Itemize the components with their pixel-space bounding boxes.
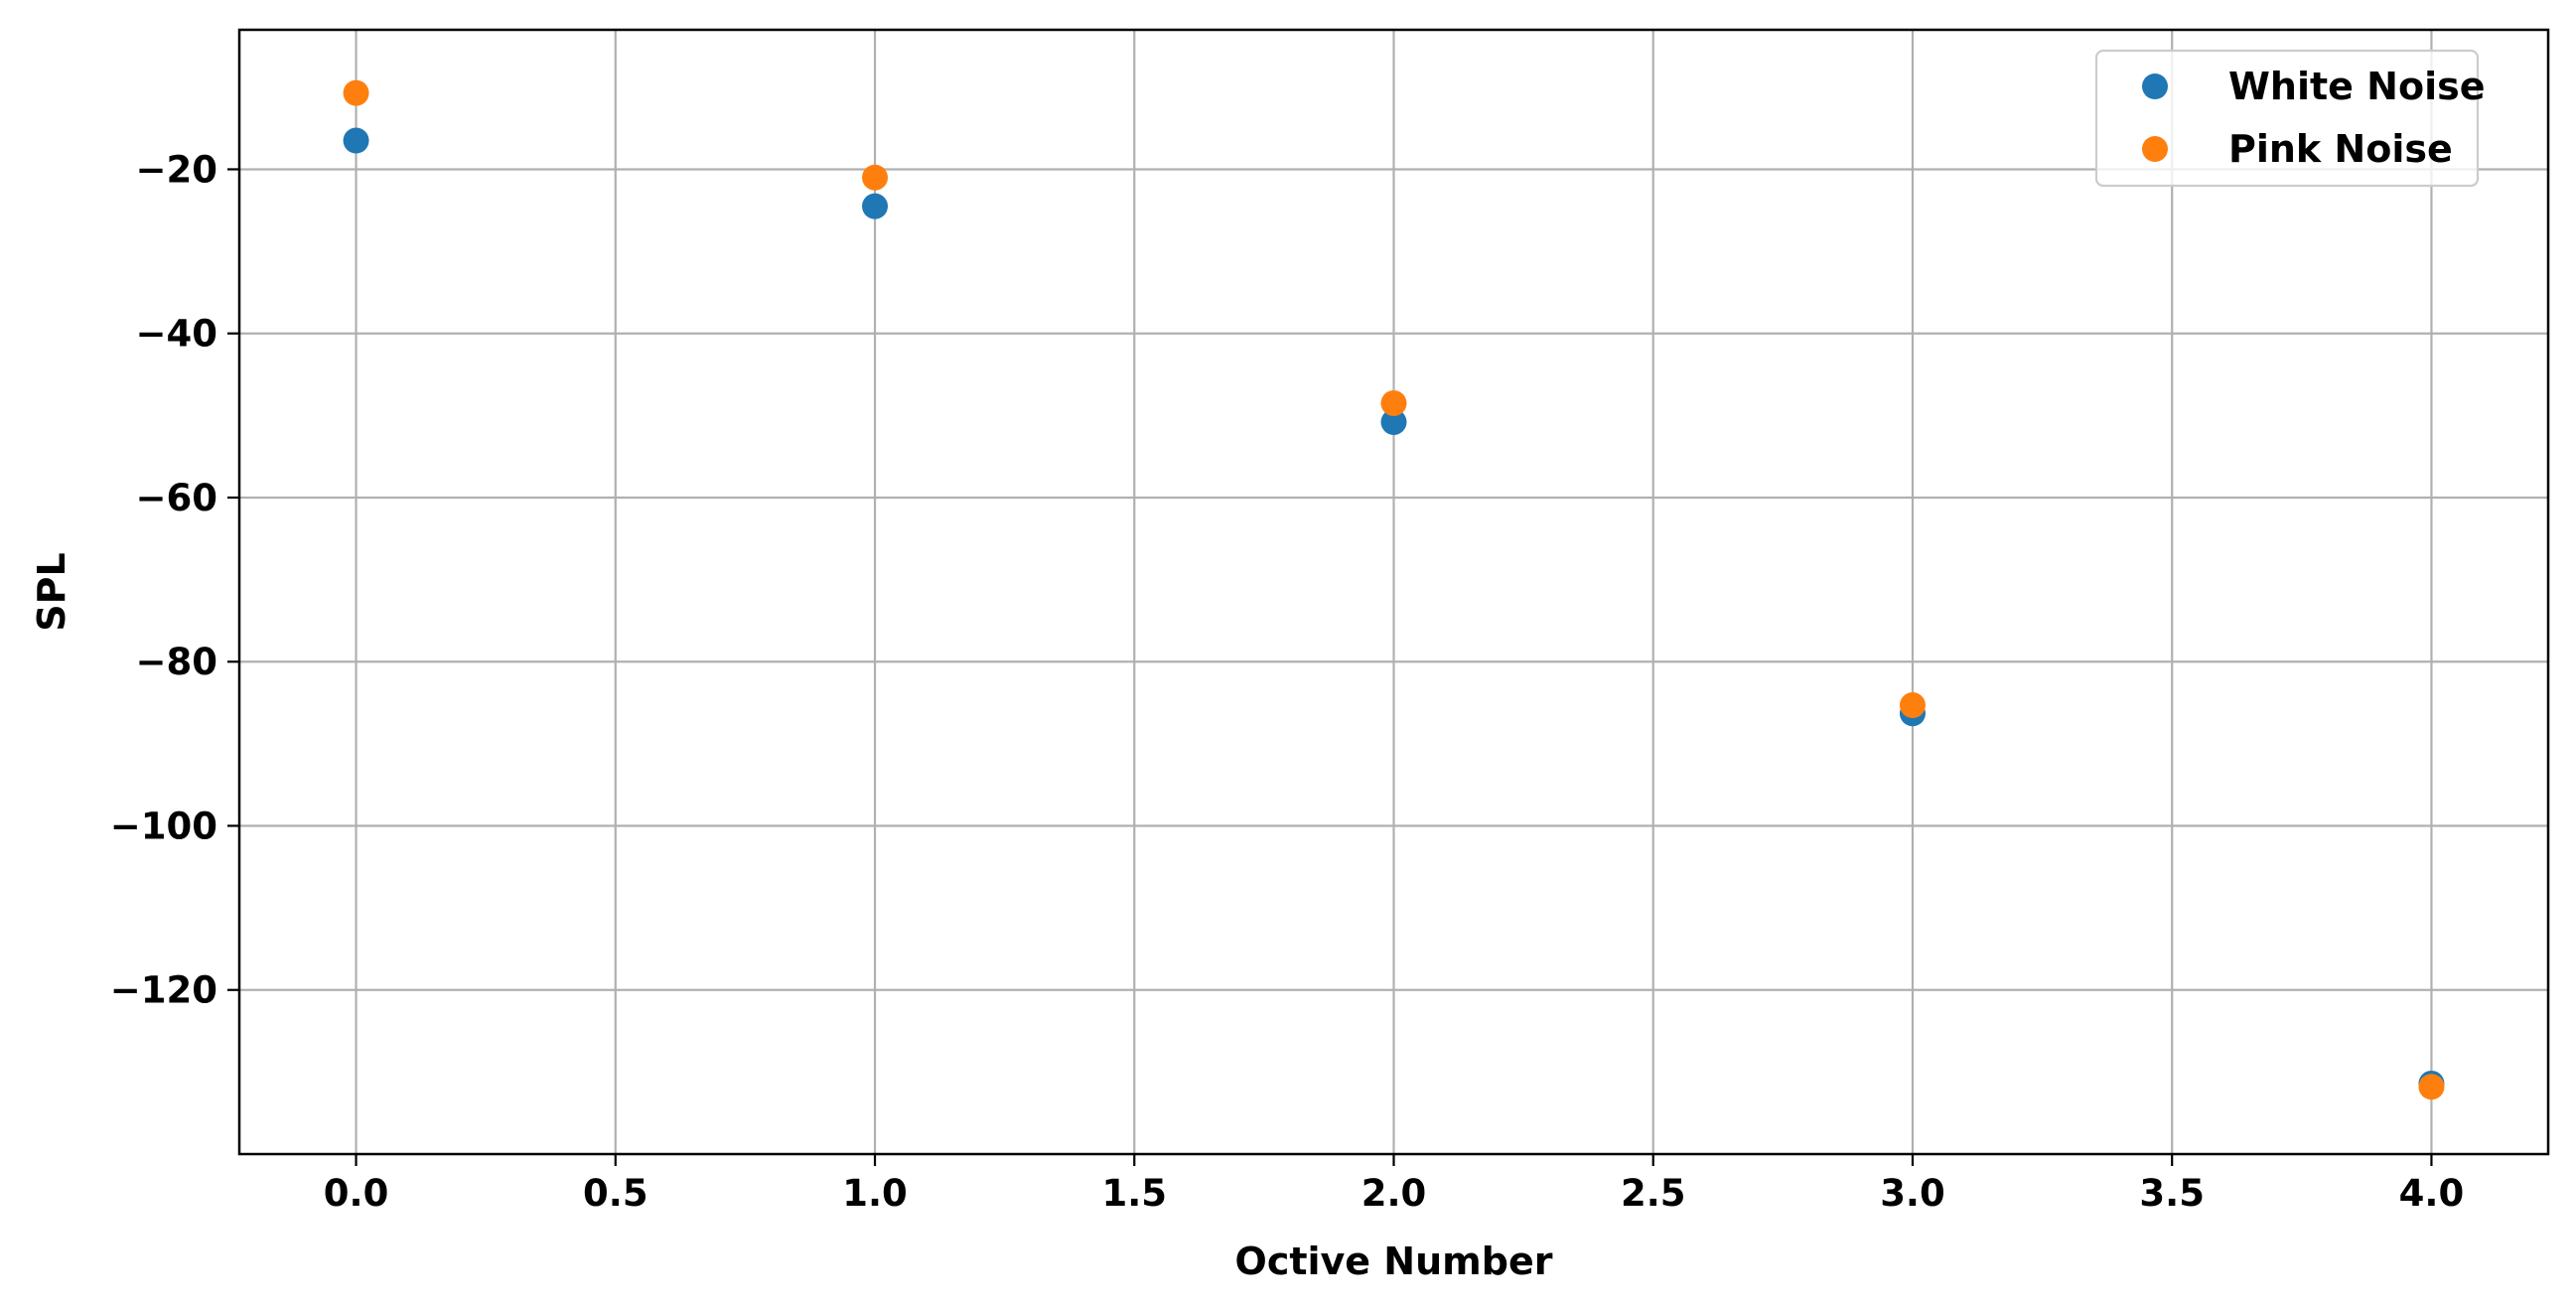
- legend-label: Pink Noise: [2228, 127, 2453, 171]
- data-point: [1899, 692, 1926, 719]
- x-tick-label: 1.0: [842, 1172, 908, 1215]
- x-tick-label: 0.5: [583, 1172, 648, 1215]
- data-point: [343, 127, 369, 154]
- y-tick-label: −60: [136, 477, 218, 519]
- y-tick-label: −40: [136, 313, 218, 356]
- data-point: [1380, 389, 1407, 416]
- x-tick-label: 3.5: [2139, 1172, 2205, 1215]
- series-pink-noise: [343, 79, 2445, 1100]
- legend-marker: [2142, 73, 2168, 99]
- data-point: [862, 164, 889, 191]
- x-tick-label: 4.0: [2399, 1172, 2465, 1215]
- x-tick-label: 0.0: [324, 1172, 389, 1215]
- grid: [239, 30, 2548, 1154]
- legend: White Noise Pink Noise: [2094, 49, 2486, 188]
- legend-marker: [2142, 136, 2168, 162]
- x-tick-label: 2.5: [1621, 1172, 1686, 1215]
- data-point: [343, 79, 369, 106]
- x-tick-label: 2.0: [1361, 1172, 1427, 1215]
- legend-box: [2094, 49, 2480, 188]
- y-tick-label: −80: [136, 641, 218, 683]
- data-point: [862, 193, 889, 219]
- y-tick-label: −20: [136, 148, 218, 191]
- y-tick-label: −120: [110, 969, 217, 1012]
- y-tick-label: −100: [110, 804, 217, 847]
- data-point: [2418, 1074, 2445, 1100]
- axis-ticks: 0.0 0.5 1.0 1.5 2.0 2.5 3.0 3.5 4.0 −20 −40 −60 −80 −…: [110, 148, 2464, 1215]
- legend-label: White Noise: [2228, 65, 2486, 108]
- y-axis-label: SPL: [30, 552, 73, 631]
- x-tick-label: 3.0: [1880, 1172, 1945, 1215]
- data-point: [1380, 408, 1407, 435]
- data-points: [343, 79, 2445, 1100]
- x-axis-label: Octive Number: [1235, 1240, 1553, 1283]
- x-tick-label: 1.5: [1101, 1172, 1167, 1215]
